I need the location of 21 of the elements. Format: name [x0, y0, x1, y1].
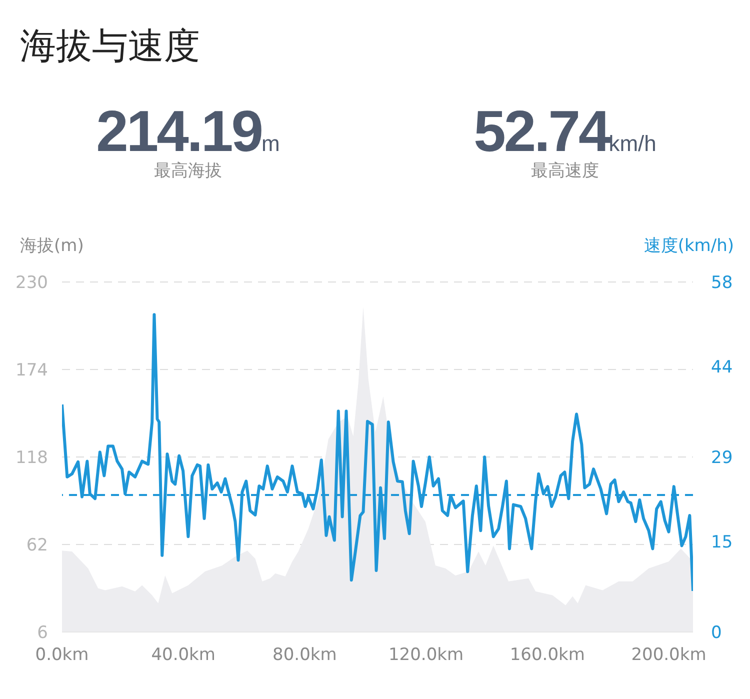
x-tick-label: 200.0km — [631, 645, 706, 666]
x-tick-label: 0.0km — [35, 645, 89, 666]
y2-tick-label: 58 — [711, 273, 733, 294]
y2-tick-label: 15 — [711, 532, 733, 553]
y2-axis-title: 速度(km/h) — [644, 235, 734, 257]
x-tick-label: 120.0km — [388, 645, 464, 666]
y2-tick-label: 44 — [711, 358, 733, 378]
text: 最高海拔 — [153, 160, 223, 182]
chart-title: 海拔与速度 — [20, 25, 200, 69]
text: 最高速度 — [530, 160, 600, 182]
x-tick-label: 160.0km — [510, 645, 585, 666]
y2-tick-label: 29 — [711, 448, 733, 468]
x-tick-label: 40.0km — [151, 645, 216, 666]
y-tick-label: 62 — [26, 536, 48, 556]
y-axis-title: 海拔(m) — [20, 235, 84, 257]
y2-tick-label: 0 — [711, 623, 722, 644]
x-tick-label: 80.0km — [272, 645, 337, 666]
y-tick-label: 6 — [37, 623, 48, 644]
y-tick-label: 230 — [16, 273, 48, 294]
y-tick-label: 118 — [16, 448, 48, 468]
y-tick-label: 174 — [16, 360, 48, 381]
